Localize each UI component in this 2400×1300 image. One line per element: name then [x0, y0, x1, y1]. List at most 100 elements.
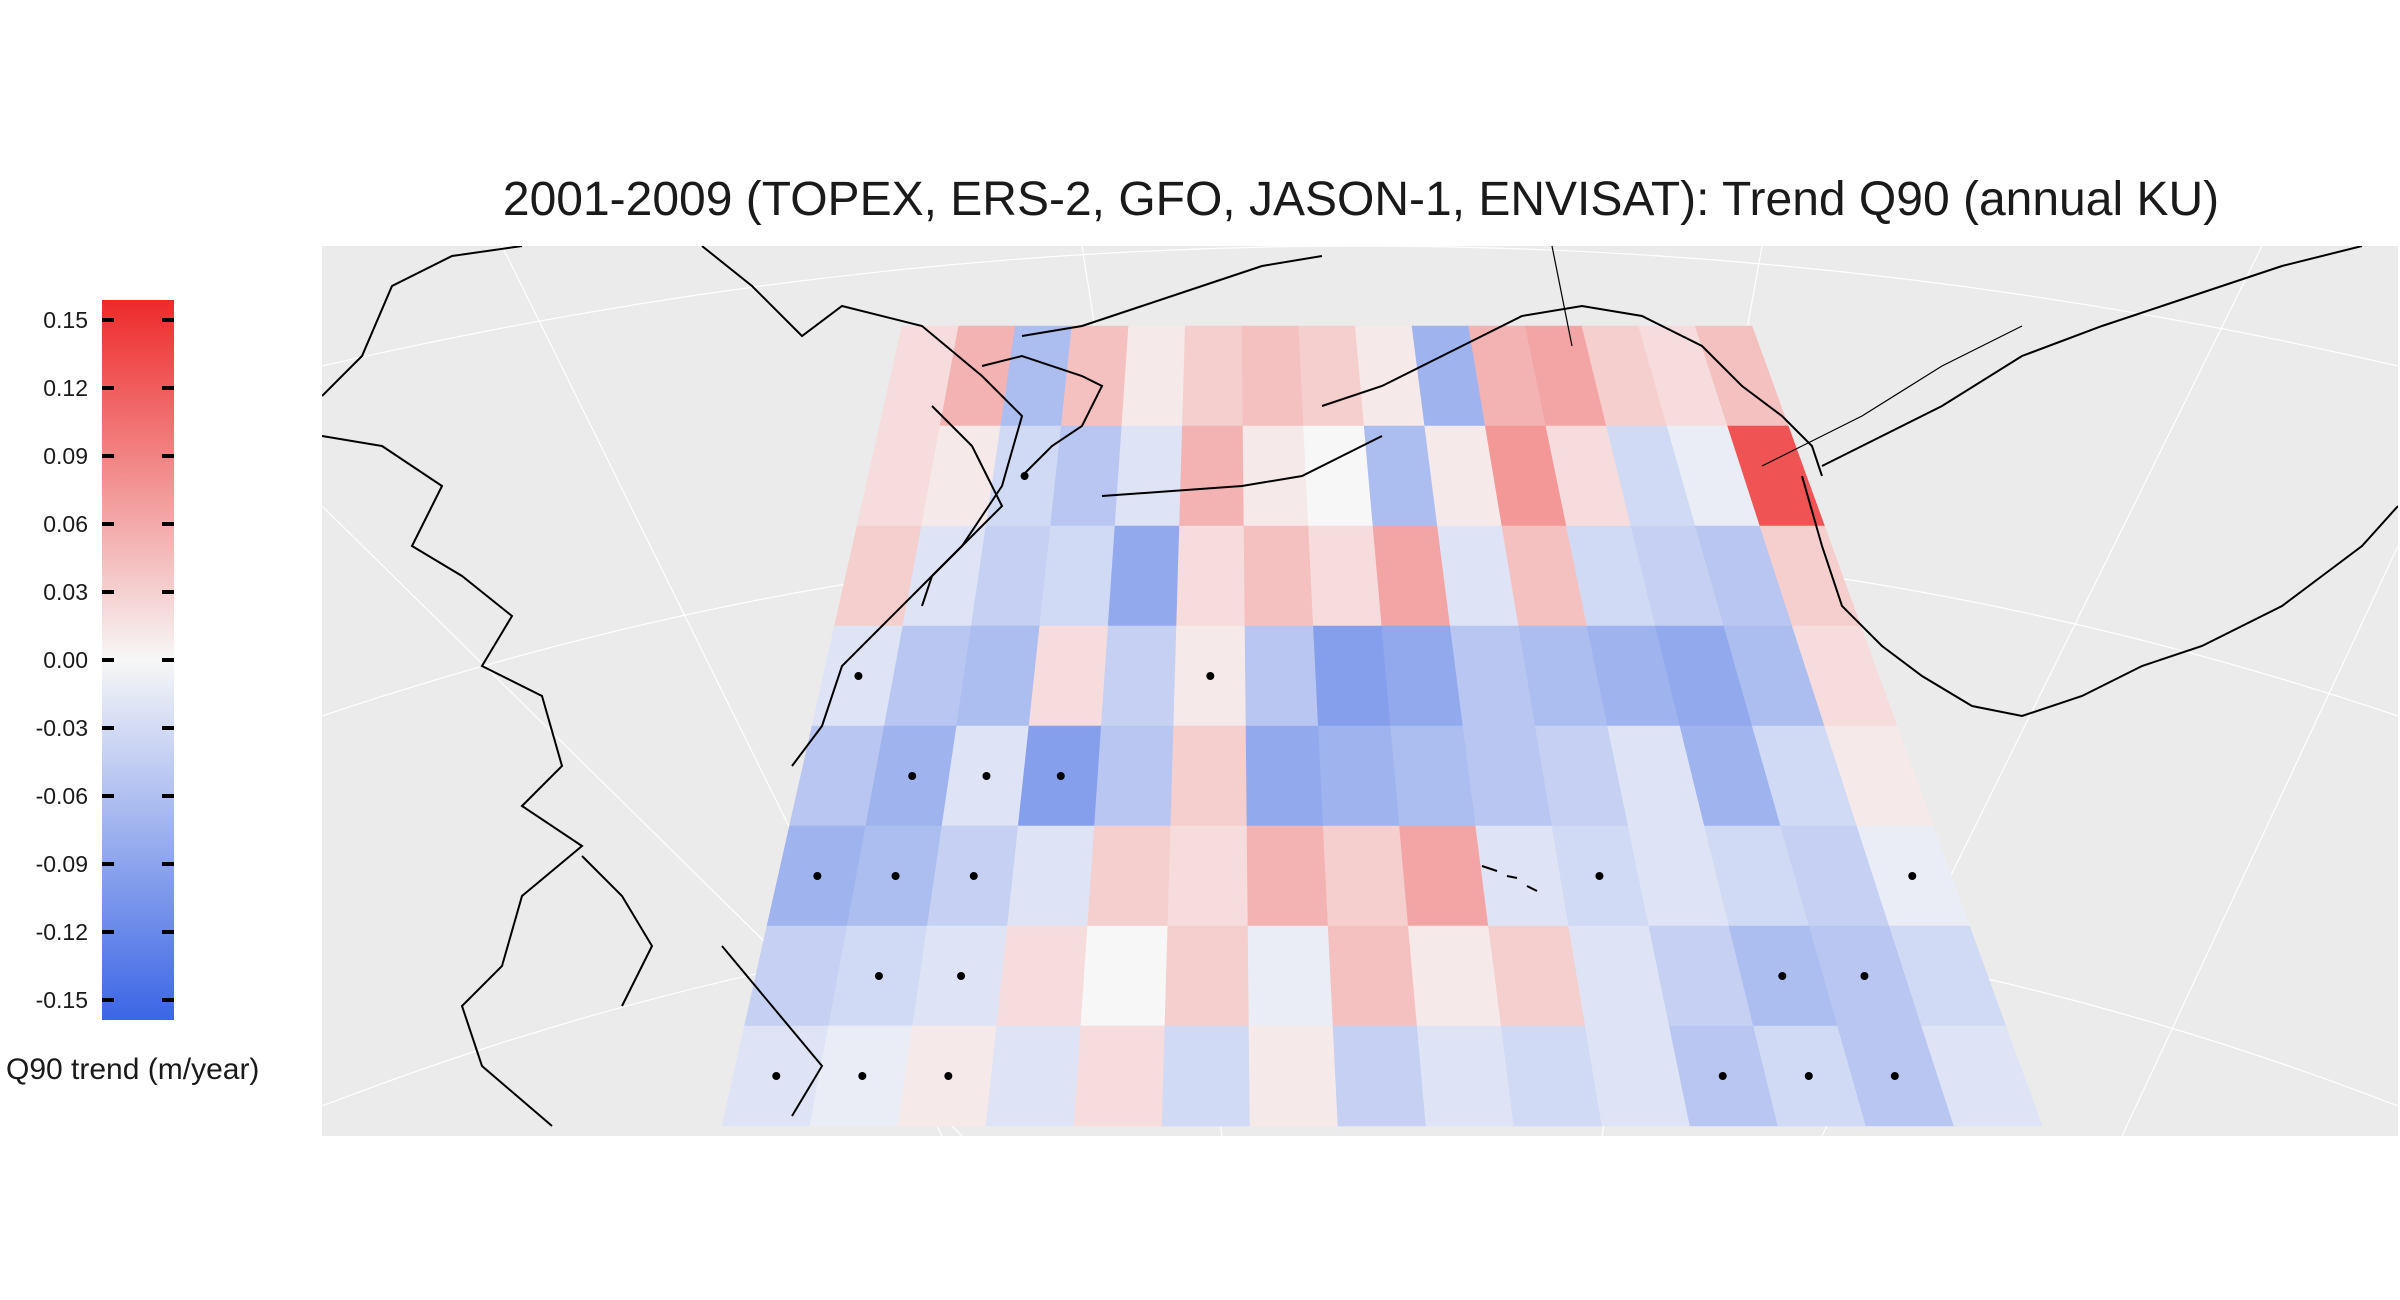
trend-cell: [1241, 325, 1304, 427]
trend-cell: [1318, 725, 1400, 827]
trend-cell: [996, 925, 1088, 1027]
colorbar-tick-label: 0.09: [43, 443, 88, 469]
colorbar-tick-label: -0.06: [36, 783, 88, 809]
colorbar-tick-label: -0.09: [36, 851, 88, 877]
significance-dot: [772, 1072, 781, 1080]
trend-cell: [1247, 925, 1334, 1027]
significance-dot: [982, 772, 991, 780]
hawaii: [1481, 865, 1538, 892]
colorbar-tick-label: 0.12: [43, 375, 88, 401]
trend-cell: [1107, 525, 1180, 627]
trend-cell: [1245, 725, 1324, 827]
significance-dot: [1718, 1072, 1727, 1080]
significance-dot: [874, 972, 883, 980]
trend-cell: [985, 1025, 1082, 1127]
significance-dot: [944, 1072, 953, 1080]
colorbar-tick-label: -0.03: [36, 715, 88, 741]
significance-dot: [858, 1072, 867, 1080]
colorbar-tick-label: -0.12: [36, 919, 88, 945]
trend-grid: [721, 325, 2043, 1127]
trend-cell: [1327, 925, 1418, 1027]
significance-dots: [772, 472, 1917, 1080]
trend-cell: [1167, 825, 1249, 927]
trend-cell: [1921, 1025, 2043, 1127]
trend-cell: [1080, 925, 1169, 1027]
dateline-boundary: [1551, 246, 1573, 347]
significance-dot: [854, 672, 863, 680]
trend-cell: [1248, 1025, 1339, 1127]
trend-cell: [1170, 725, 1248, 827]
asia-coastline: [322, 246, 584, 1127]
trend-cell: [1308, 525, 1383, 627]
kamchatka: [981, 354, 1104, 477]
trend-cell: [1244, 625, 1319, 727]
significance-dot: [1595, 872, 1604, 880]
colorbar-tick-label: -0.15: [36, 987, 88, 1013]
trend-cell: [1161, 1025, 1251, 1127]
significance-dot: [1020, 472, 1029, 480]
trend-cell: [1488, 925, 1586, 1027]
trend-cell: [1176, 525, 1246, 627]
trend-cell: [1332, 1025, 1427, 1127]
trend-cell: [1179, 425, 1245, 527]
trend-cell: [1087, 825, 1172, 927]
trend-cell: [1408, 925, 1502, 1027]
significance-dot: [957, 972, 966, 980]
significance-dot: [1206, 672, 1215, 680]
trend-cell: [1313, 625, 1391, 727]
trend-cell: [1182, 325, 1244, 427]
trend-cell: [1114, 425, 1183, 527]
canada-coastline: [1821, 246, 2363, 467]
colorbar-tick-label: 0.15: [43, 307, 88, 333]
trend-cell: [1073, 1025, 1166, 1127]
trend-cell: [956, 625, 1041, 727]
trend-cell: [1416, 1025, 1515, 1127]
colorbar-tick-label: 0.00: [43, 647, 88, 673]
significance-dot: [908, 772, 917, 780]
significance-dot: [813, 872, 822, 880]
trend-cell: [1007, 825, 1095, 927]
significance-dot: [891, 872, 900, 880]
trend-cell: [1303, 425, 1374, 527]
significance-dot: [1890, 1072, 1899, 1080]
trend-cell: [1322, 825, 1409, 927]
north-america-coastline: [1801, 475, 2398, 718]
siberia-coastline: [1021, 255, 1323, 337]
colorbar-tick-label: 0.03: [43, 579, 88, 605]
chart-title: 2001-2009 (TOPEX, ERS-2, GFO, JASON-1, E…: [502, 173, 2220, 226]
trend-cell: [1028, 625, 1109, 727]
trend-cell: [1246, 825, 1329, 927]
trend-cell: [1298, 325, 1365, 427]
trend-cell: [1101, 625, 1177, 727]
significance-dot: [1804, 1072, 1813, 1080]
trend-cell: [1060, 325, 1129, 427]
alaska-coastline: [1321, 304, 1823, 477]
colorbar-ticks: 0.15 0.12 0.09 0.06 0.03 0.00 -0.03 -0.06 -0.09 -…: [36, 307, 174, 1013]
significance-dot: [1908, 872, 1917, 880]
trend-cell: [1399, 825, 1489, 927]
legend-title: Q90 trend (m/year): [6, 1053, 260, 1086]
significance-dot: [1860, 972, 1869, 980]
significance-dot: [1778, 972, 1787, 980]
japan: [921, 405, 1004, 607]
colorbar-legend: 0.15 0.12 0.09 0.06 0.03 0.00 -0.03 -0.06 -0.09 -…: [36, 300, 174, 1020]
aleutian-islands: [1101, 435, 1383, 497]
boundary-lines: [1551, 246, 2023, 467]
east-asia-coastline: [701, 246, 1024, 767]
trend-cell: [1500, 1025, 1603, 1127]
trend-cell: [1094, 725, 1174, 827]
alaska-canada-border: [1761, 325, 2023, 467]
maritime-islands: [581, 855, 824, 1117]
trend-cell: [1390, 725, 1477, 827]
trend-cell: [1243, 525, 1314, 627]
trend-cell: [1381, 625, 1464, 727]
colorbar-tick-label: 0.06: [43, 511, 88, 537]
coastlines: [322, 246, 2398, 1127]
trend-cell: [1121, 325, 1186, 427]
significance-dot: [1056, 772, 1065, 780]
trend-map: [322, 246, 2398, 1136]
trend-cell: [1164, 925, 1250, 1027]
significance-dot: [969, 872, 978, 880]
trend-cell: [1372, 525, 1451, 627]
trend-cell: [1039, 525, 1116, 627]
